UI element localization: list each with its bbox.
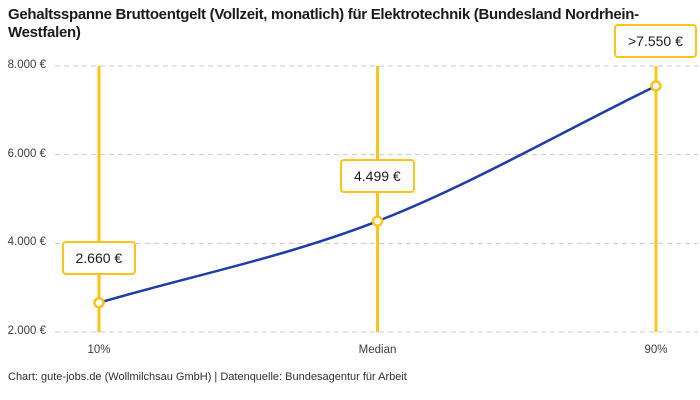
source-attribution: Chart: gute-jobs.de (Wollmilchsau GmbH) … — [8, 371, 407, 383]
x-axis-tick-label-90pct: 90% — [644, 344, 668, 356]
y-axis-tick-label: 8.000 € — [7, 59, 46, 71]
chart-title: Gehaltsspanne Bruttoentgelt (Vollzeit, m… — [8, 6, 639, 42]
value-label-10pct: 2.660 € — [61, 240, 137, 275]
data-point-marker — [371, 215, 384, 227]
y-axis-tick-label: 2.000 € — [7, 325, 46, 337]
y-axis-tick-label: 4.000 € — [7, 236, 46, 249]
y-axis-tick-label: 6.000 € — [7, 147, 46, 160]
value-label-90pct: >7.550 € — [614, 23, 697, 58]
x-axis-tick-label-10pct: 10% — [87, 344, 111, 356]
data-point-marker — [93, 296, 105, 309]
x-axis-tick-label-median: Median — [358, 344, 397, 356]
data-point-marker — [650, 80, 662, 92]
value-label-median: 4.499 € — [340, 159, 415, 194]
